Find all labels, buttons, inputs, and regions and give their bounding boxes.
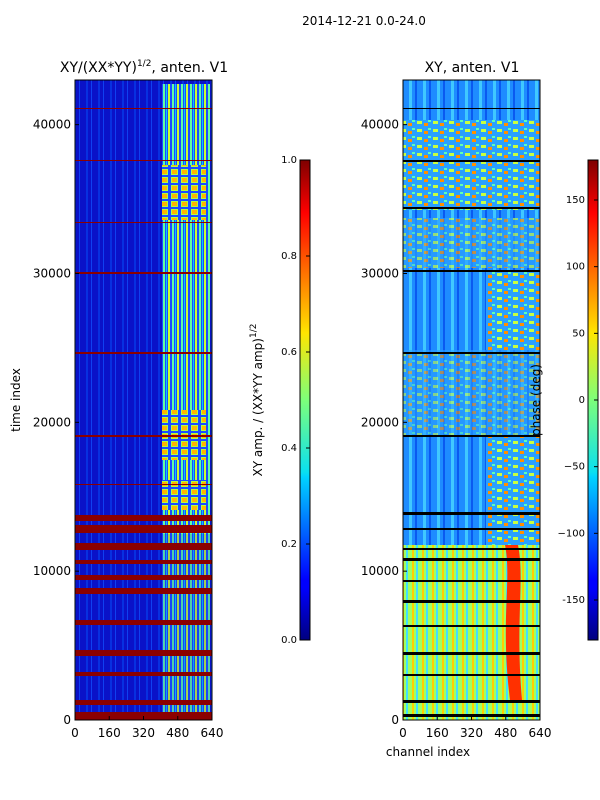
phase-x-tick-label: 320 bbox=[460, 726, 483, 740]
amplitude-ylabel: time index bbox=[9, 368, 23, 432]
amplitude-colorbar-tick-label: 0.8 bbox=[281, 251, 297, 262]
amplitude-y-tick-label: 30000 bbox=[33, 266, 71, 280]
amplitude-colorbar-tick-label: 0.6 bbox=[281, 347, 297, 358]
amplitude-colorbar: 0.0 0.2 0.4 0.6 0.8 1.0 XY amp. / (XX*YY amp)… bbox=[249, 155, 311, 646]
amplitude-x-tick-label: 160 bbox=[98, 726, 121, 740]
phase-y-tick-label: 40000 bbox=[361, 118, 399, 132]
amplitude-colorbar-ticks: 0.0 0.2 0.4 0.6 0.8 1.0 bbox=[281, 155, 310, 646]
phase-x-tick-label: 640 bbox=[529, 726, 552, 740]
amplitude-heatmap-title: XY/(XX*YY)1/2, anten. V1 bbox=[60, 59, 228, 76]
phase-heatmap-panel: XY, anten. V1 bbox=[361, 60, 552, 759]
phase-x-tick-label: 0 bbox=[399, 726, 407, 740]
amplitude-x-tick-label: 0 bbox=[71, 726, 79, 740]
amplitude-colorbar-tick-label: 0.2 bbox=[281, 539, 297, 550]
phase-colorbar-ticks: -150 −100 −50 0 50 100 150 bbox=[558, 195, 598, 606]
amplitude-y-tick-label: 10000 bbox=[33, 564, 71, 578]
amplitude-x-tick-label: 320 bbox=[132, 726, 155, 740]
phase-colorbar-tick-label: −50 bbox=[564, 462, 585, 473]
phase-y-tick-label: 0 bbox=[391, 713, 399, 727]
phase-x-tick-label: 160 bbox=[426, 726, 449, 740]
phase-colorbar-tick-label: 100 bbox=[566, 262, 585, 273]
phase-colorbar-tick-label: 50 bbox=[572, 328, 585, 339]
amplitude-heatmap-panel: XY/(XX*YY)1/2, anten. V1 bbox=[9, 59, 228, 740]
amplitude-colorbar-tick-label: 0.4 bbox=[281, 443, 297, 454]
figure-suptitle: 2014-12-21 0.0-24.0 bbox=[302, 14, 426, 28]
amplitude-y-tick-label: 0 bbox=[63, 713, 71, 727]
phase-colorbar-label: phase (deg) bbox=[529, 364, 543, 436]
amplitude-x-tick-label: 480 bbox=[166, 726, 189, 740]
phase-colorbar-tick-label: −100 bbox=[558, 528, 585, 539]
amplitude-x-tick-label: 640 bbox=[201, 726, 224, 740]
phase-heatmap-image bbox=[403, 80, 540, 720]
amplitude-colorbar-label: XY amp. / (XX*YY amp)1/2 bbox=[249, 324, 265, 477]
phase-y-tick-label: 10000 bbox=[361, 564, 399, 578]
amplitude-colorbar-gradient bbox=[299, 159, 311, 641]
phase-y-tick-label: 20000 bbox=[361, 415, 399, 429]
phase-y-tick-label: 30000 bbox=[361, 266, 399, 280]
amplitude-colorbar-tick-label: 1.0 bbox=[281, 155, 297, 166]
amplitude-axis-ticks: 0 160 320 480 640 0 10000 20000 30000 40000 bbox=[33, 118, 224, 740]
amplitude-y-tick-label: 20000 bbox=[33, 415, 71, 429]
phase-colorbar: -150 −100 −50 0 50 100 150 phase (deg) bbox=[529, 159, 599, 641]
phase-heatmap-title: XY, anten. V1 bbox=[425, 60, 520, 76]
phase-x-tick-label: 480 bbox=[494, 726, 517, 740]
phase-colorbar-tick-label: -150 bbox=[562, 595, 585, 606]
phase-axis-ticks: 0 160 320 480 640 0 10000 20000 30000 40000 bbox=[361, 118, 552, 740]
phase-colorbar-tick-label: 0 bbox=[579, 395, 585, 406]
amplitude-y-tick-label: 40000 bbox=[33, 118, 71, 132]
phase-colorbar-tick-label: 150 bbox=[566, 195, 585, 206]
phase-xlabel: channel index bbox=[386, 745, 470, 759]
amplitude-colorbar-tick-label: 0.0 bbox=[281, 635, 297, 646]
amplitude-heatmap-image bbox=[75, 80, 212, 720]
